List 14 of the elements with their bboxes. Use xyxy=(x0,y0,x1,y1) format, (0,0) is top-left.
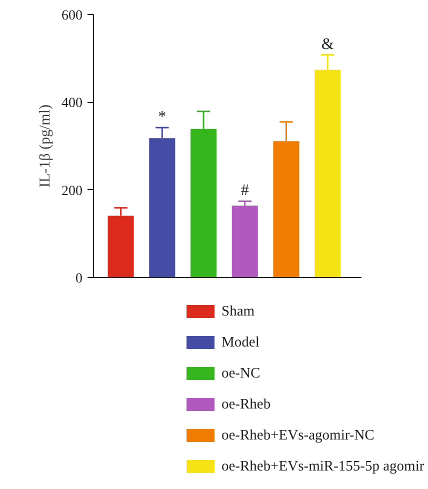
legend-label: oe-Rheb xyxy=(222,396,271,412)
legend-label: oe-NC xyxy=(222,366,260,382)
legend-label: Model xyxy=(222,334,260,350)
annotation: * xyxy=(158,108,166,126)
legend-label: oe-Rheb+EVs-agomir-NC xyxy=(222,428,374,444)
legend-label: Sham xyxy=(222,304,256,320)
y-axis-title: IL-1β (pg/ml) xyxy=(38,104,54,188)
legend-label: oe-Rheb+EVs-miR-155-5p agomir xyxy=(222,458,424,474)
y-tick-label: 0 xyxy=(76,272,82,286)
y-tick-label: 200 xyxy=(62,184,82,199)
annotation: # xyxy=(240,182,249,200)
annotation: & xyxy=(321,36,334,53)
y-tick-label: 600 xyxy=(62,8,82,24)
y-tick-label: 400 xyxy=(62,96,82,112)
